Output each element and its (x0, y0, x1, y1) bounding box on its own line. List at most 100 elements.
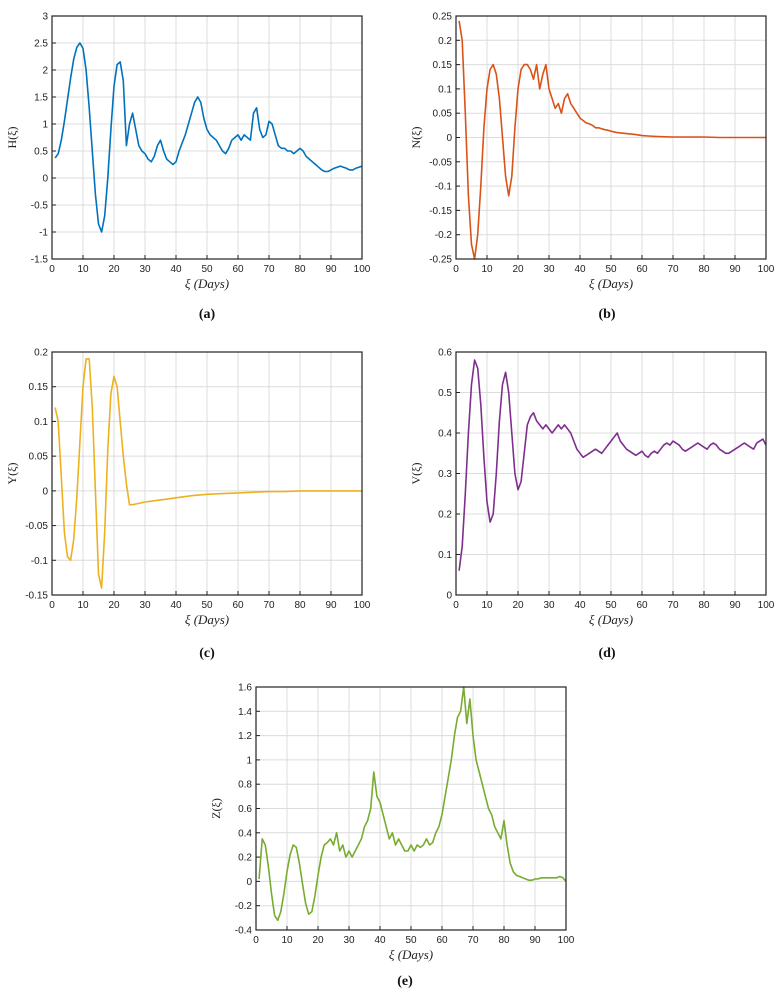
y-tick-label: 0.15 (29, 382, 49, 393)
x-tick-label: 80 (698, 600, 710, 611)
x-tick-label: 20 (512, 264, 524, 275)
y-tick-label: 0.3 (438, 469, 452, 480)
x-tick-label: 30 (543, 600, 555, 611)
panel-d: 0 10 20 30 40 50 60 70 80 90 100 0 0.1 0.2 0.3 0.4 0.5 0.… (409, 348, 775, 662)
x-tick-label: 40 (170, 600, 182, 611)
x-tick-label: 60 (636, 264, 648, 275)
panel-caption: (e) (397, 974, 413, 989)
y-tick-label: 0.2 (238, 853, 252, 864)
x-tick-label: 30 (139, 264, 151, 275)
y-tick-label: 0.15 (433, 60, 453, 71)
x-tick-label: 90 (729, 264, 741, 275)
x-tick-label: 50 (605, 600, 617, 611)
x-tick-label: 30 (543, 264, 555, 275)
y-tick-label: 1.6 (238, 683, 252, 694)
y-tick-label: -0.05 (429, 157, 452, 168)
x-tick-label: 40 (374, 935, 386, 946)
panel-e: 0 10 20 30 40 50 60 70 80 90 100 -0.4 -0.2 0 0.2 0.4 0.6… (209, 683, 575, 990)
x-tick-label: 70 (667, 600, 679, 611)
y-tick-label: 0.1 (34, 417, 48, 428)
y-tick-label: 0 (246, 877, 252, 888)
y-tick-label: -0.15 (429, 206, 452, 217)
y-tick-label: 0.6 (438, 348, 452, 359)
y-tick-label: 0.5 (438, 388, 452, 399)
y-tick-label: -0.05 (25, 521, 48, 532)
x-tick-label: 80 (498, 935, 510, 946)
series-line (54, 358, 362, 589)
x-tick-label: 30 (139, 600, 151, 611)
x-tick-label: 60 (436, 935, 448, 946)
y-tick-label: -0.5 (31, 201, 49, 212)
y-tick-label: 0.6 (238, 804, 252, 815)
x-axis-label: ξ (Days) (589, 612, 633, 627)
y-tick-label: 0 (42, 486, 48, 497)
x-axis-label: ξ (Days) (185, 612, 229, 627)
y-tick-label: 0 (42, 174, 48, 185)
x-axis-label: ξ (Days) (589, 276, 633, 291)
y-tick-label: 0.2 (438, 510, 452, 521)
y-tick-label: -0.2 (235, 901, 253, 912)
x-tick-label: 80 (294, 600, 306, 611)
x-tick-label: 20 (108, 600, 120, 611)
x-tick-label: 60 (232, 264, 244, 275)
panel-caption: (d) (598, 646, 615, 661)
x-tick-label: 70 (467, 935, 479, 946)
x-tick-label: 20 (108, 264, 120, 275)
x-tick-label: 20 (312, 935, 324, 946)
x-tick-label: 100 (354, 600, 371, 611)
x-axis-label: ξ (Days) (185, 276, 229, 291)
x-tick-label: 10 (77, 264, 89, 275)
x-tick-label: 10 (77, 600, 89, 611)
x-tick-label: 50 (605, 264, 617, 275)
series-line (458, 359, 767, 571)
y-tick-label: -1.5 (31, 255, 49, 266)
x-tick-label: 50 (201, 600, 213, 611)
panel-caption: (b) (598, 307, 615, 322)
x-tick-label: 40 (574, 264, 586, 275)
y-tick-label: 2 (42, 66, 48, 77)
x-tick-label: 0 (453, 264, 459, 275)
x-tick-label: 100 (758, 264, 775, 275)
x-tick-label: 60 (636, 600, 648, 611)
x-tick-label: 90 (325, 600, 337, 611)
y-tick-label: -1 (39, 228, 48, 239)
y-tick-label: 1.4 (238, 707, 252, 718)
y-axis-label: Y(ξ) (5, 462, 19, 484)
x-tick-label: 90 (729, 600, 741, 611)
x-tick-label: 70 (263, 600, 275, 611)
y-tick-label: 0.05 (433, 109, 453, 120)
y-tick-label: 2.5 (34, 39, 48, 50)
x-axis-label: ξ (Days) (389, 947, 433, 962)
y-tick-label: 0 (446, 133, 452, 144)
y-tick-label: -0.25 (429, 255, 452, 266)
x-tick-label: 80 (294, 264, 306, 275)
panel-a: 0 10 20 30 40 50 60 70 80 90 100 -1.5 -1 -0.5 0 0.5 1 1.5… (5, 12, 371, 323)
y-tick-label: 0.4 (238, 828, 252, 839)
y-tick-label: 1.5 (34, 93, 48, 104)
x-tick-label: 20 (512, 600, 524, 611)
x-tick-label: 0 (453, 600, 459, 611)
x-tick-label: 50 (405, 935, 417, 946)
y-axis-label: H(ξ) (5, 126, 19, 148)
x-tick-label: 10 (281, 935, 293, 946)
x-tick-label: 40 (574, 600, 586, 611)
x-tick-label: 30 (343, 935, 355, 946)
x-tick-label: 0 (253, 935, 259, 946)
x-tick-label: 40 (170, 264, 182, 275)
x-tick-label: 0 (49, 264, 55, 275)
y-axis-label: Z(ξ) (209, 798, 223, 819)
y-tick-label: 0.8 (238, 780, 252, 791)
series-line (458, 20, 766, 260)
panel-b: 0 10 20 30 40 50 60 70 80 90 100 -0.25 -0.2 -0.15 -0.1… (409, 12, 775, 323)
y-tick-label: -0.2 (435, 230, 453, 241)
y-tick-label: 0.1 (438, 550, 452, 561)
x-tick-label: 70 (667, 264, 679, 275)
series-line (54, 42, 363, 233)
x-tick-label: 70 (263, 264, 275, 275)
y-tick-label: 0.25 (433, 12, 453, 23)
x-tick-label: 0 (49, 600, 55, 611)
y-tick-label: 3 (42, 12, 48, 23)
y-tick-label: 0.4 (438, 429, 452, 440)
y-tick-label: 1.2 (238, 731, 252, 742)
